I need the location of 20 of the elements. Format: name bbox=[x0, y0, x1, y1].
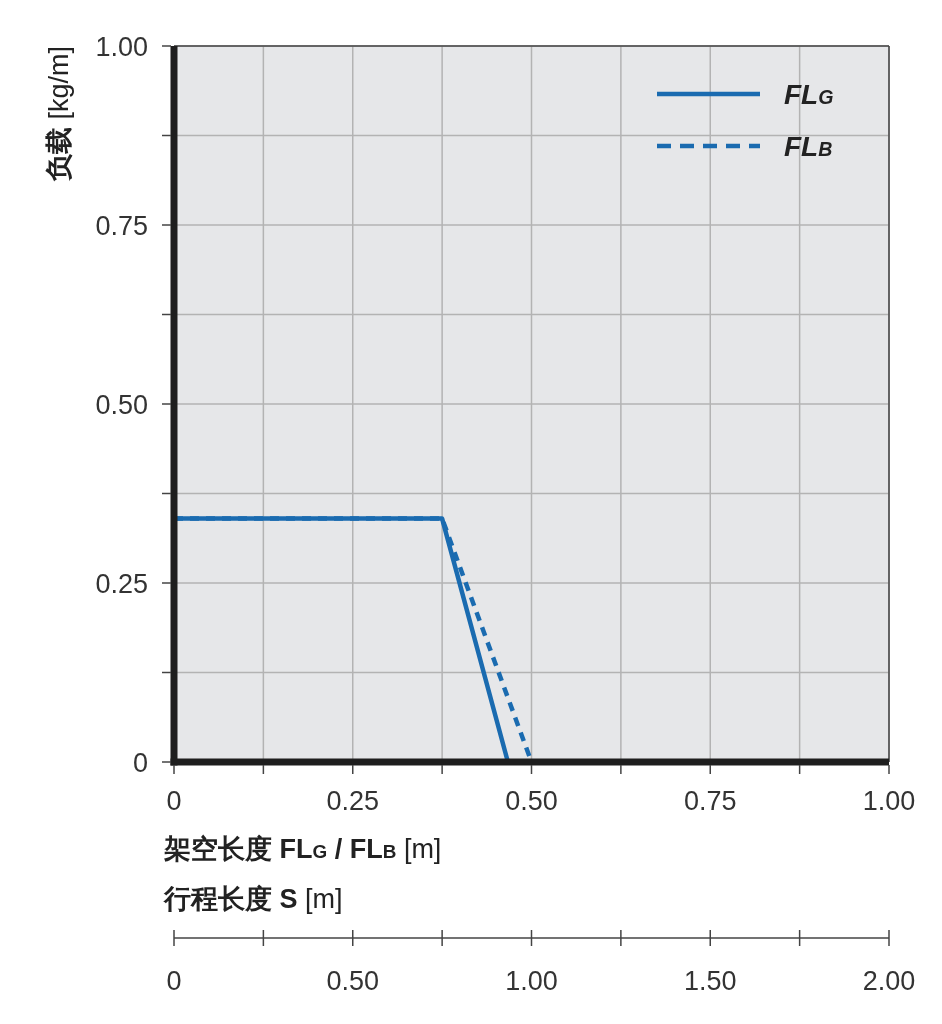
x2-tick-label: 0.50 bbox=[326, 966, 380, 996]
y-tick-label: 0 bbox=[132, 748, 148, 778]
legend-label: FLB bbox=[784, 131, 833, 162]
x2-tick-label: 0 bbox=[166, 966, 182, 996]
y-tick-label: 0.50 bbox=[95, 390, 148, 420]
x2-axis-title: 行程长度 S [m] bbox=[163, 884, 343, 914]
x-tick-label: 0.75 bbox=[683, 786, 737, 816]
x-tick-label: 0.25 bbox=[326, 786, 380, 816]
legend-label: FLG bbox=[784, 79, 834, 110]
y-tick-label: 0.75 bbox=[95, 211, 148, 241]
y-tick-label: 1.00 bbox=[95, 32, 148, 62]
x-tick-label: 1.00 bbox=[862, 786, 916, 816]
x2-tick-label: 1.50 bbox=[683, 966, 737, 996]
x-tick-label: 0 bbox=[166, 786, 182, 816]
x-tick-label: 0.50 bbox=[505, 786, 558, 816]
y-axis-title: 负载 [kg/m] bbox=[44, 46, 74, 183]
x2-tick-label: 1.00 bbox=[505, 966, 558, 996]
x2-tick-label: 2.00 bbox=[862, 966, 916, 996]
y-tick-label: 0.25 bbox=[95, 569, 148, 599]
x-axis-title: 架空长度 FLG / FLB [m] bbox=[163, 834, 442, 864]
